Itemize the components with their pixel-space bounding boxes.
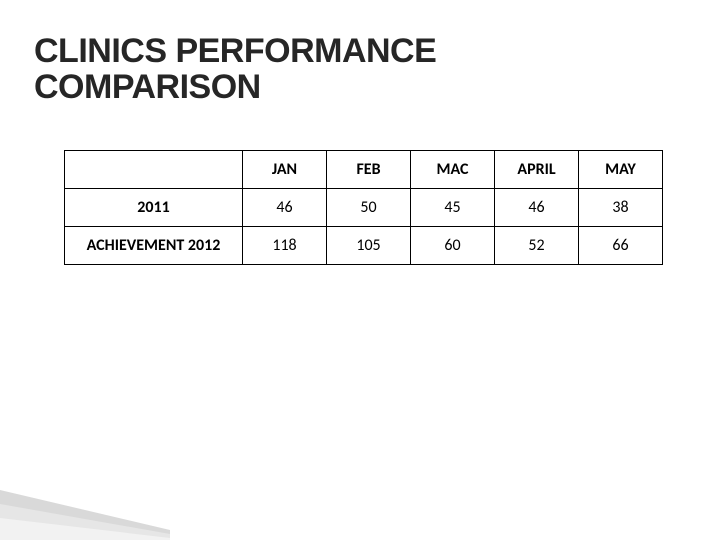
table-row: ACHIEVEMENT 2012118105605266 (65, 227, 663, 265)
comparison-table-container: JANFEBMACAPRILMAY 20114650454638ACHIEVEM… (64, 150, 662, 265)
table-header-cell: APRIL (495, 151, 579, 189)
table-header-cell: JAN (243, 151, 327, 189)
table-header-cell: MAY (579, 151, 663, 189)
corner-stripes-decoration (0, 470, 170, 540)
table-row: 20114650454638 (65, 189, 663, 227)
table-cell: 52 (495, 227, 579, 265)
slide-title: CLINICS PERFORMANCE COMPARISON (34, 33, 436, 106)
stripe-1 (0, 490, 170, 540)
stripe-3 (0, 518, 170, 540)
table-header-blank (65, 151, 243, 189)
table-cell: 46 (495, 189, 579, 227)
table-body: 20114650454638ACHIEVEMENT 20121181056052… (65, 189, 663, 265)
comparison-table: JANFEBMACAPRILMAY 20114650454638ACHIEVEM… (64, 150, 663, 265)
table-cell: 118 (243, 227, 327, 265)
title-line2: COMPARISON (34, 68, 261, 106)
table-header-row: JANFEBMACAPRILMAY (65, 151, 663, 189)
table-cell: 46 (243, 189, 327, 227)
table-cell: 50 (327, 189, 411, 227)
table-cell: 105 (327, 227, 411, 265)
stripe-2 (0, 504, 170, 540)
table-head: JANFEBMACAPRILMAY (65, 151, 663, 189)
table-header-cell: FEB (327, 151, 411, 189)
table-cell: 60 (411, 227, 495, 265)
title-line1: CLINICS PERFORMANCE (34, 32, 436, 70)
table-cell: 66 (579, 227, 663, 265)
table-row-label: 2011 (65, 189, 243, 227)
table-row-label: ACHIEVEMENT 2012 (65, 227, 243, 265)
table-header-cell: MAC (411, 151, 495, 189)
table-cell: 45 (411, 189, 495, 227)
table-cell: 38 (579, 189, 663, 227)
